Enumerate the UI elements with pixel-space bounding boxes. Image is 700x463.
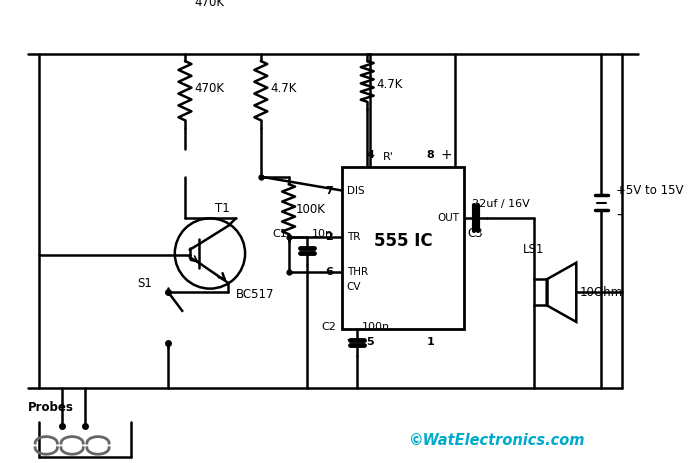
Text: -: - — [347, 333, 351, 347]
Text: 8: 8 — [426, 150, 434, 160]
Text: CV: CV — [347, 282, 361, 292]
Text: 4: 4 — [366, 150, 374, 160]
Text: ©WatElectronics.com: ©WatElectronics.com — [409, 433, 585, 448]
Text: 4.7K: 4.7K — [270, 82, 297, 95]
Bar — [533, 279, 547, 305]
Text: 5: 5 — [366, 337, 374, 347]
Text: +: + — [440, 148, 452, 162]
Text: 2: 2 — [326, 232, 333, 242]
Text: 555 IC: 555 IC — [374, 232, 433, 250]
Text: 7: 7 — [326, 186, 333, 195]
Text: 100n: 100n — [362, 321, 390, 332]
Text: 10n: 10n — [312, 229, 332, 239]
Text: Probes: Probes — [28, 401, 74, 414]
Text: 6: 6 — [326, 267, 333, 277]
Text: -: - — [616, 207, 622, 222]
Text: TR: TR — [347, 232, 360, 242]
Text: 22uf / 16V: 22uf / 16V — [472, 199, 529, 208]
Text: R': R' — [383, 152, 394, 162]
Text: 4.7K: 4.7K — [377, 78, 402, 91]
Text: 470K: 470K — [194, 0, 224, 9]
Text: THR: THR — [347, 267, 368, 277]
Text: T1: T1 — [215, 202, 230, 215]
Text: 100K: 100K — [296, 203, 326, 216]
Bar — [342, 168, 464, 329]
Text: 1: 1 — [426, 337, 434, 347]
Text: 10Ohm: 10Ohm — [580, 286, 623, 299]
Text: C3: C3 — [468, 226, 483, 240]
Text: C2: C2 — [322, 321, 337, 332]
Text: C1: C1 — [272, 229, 287, 239]
Text: BC517: BC517 — [236, 288, 274, 301]
Text: 470K: 470K — [194, 82, 224, 95]
Text: OUT: OUT — [438, 213, 460, 223]
Text: +5V to 15V: +5V to 15V — [616, 184, 684, 197]
Text: S1: S1 — [136, 276, 152, 289]
Text: LS1: LS1 — [523, 244, 545, 257]
Text: DIS: DIS — [347, 186, 365, 195]
